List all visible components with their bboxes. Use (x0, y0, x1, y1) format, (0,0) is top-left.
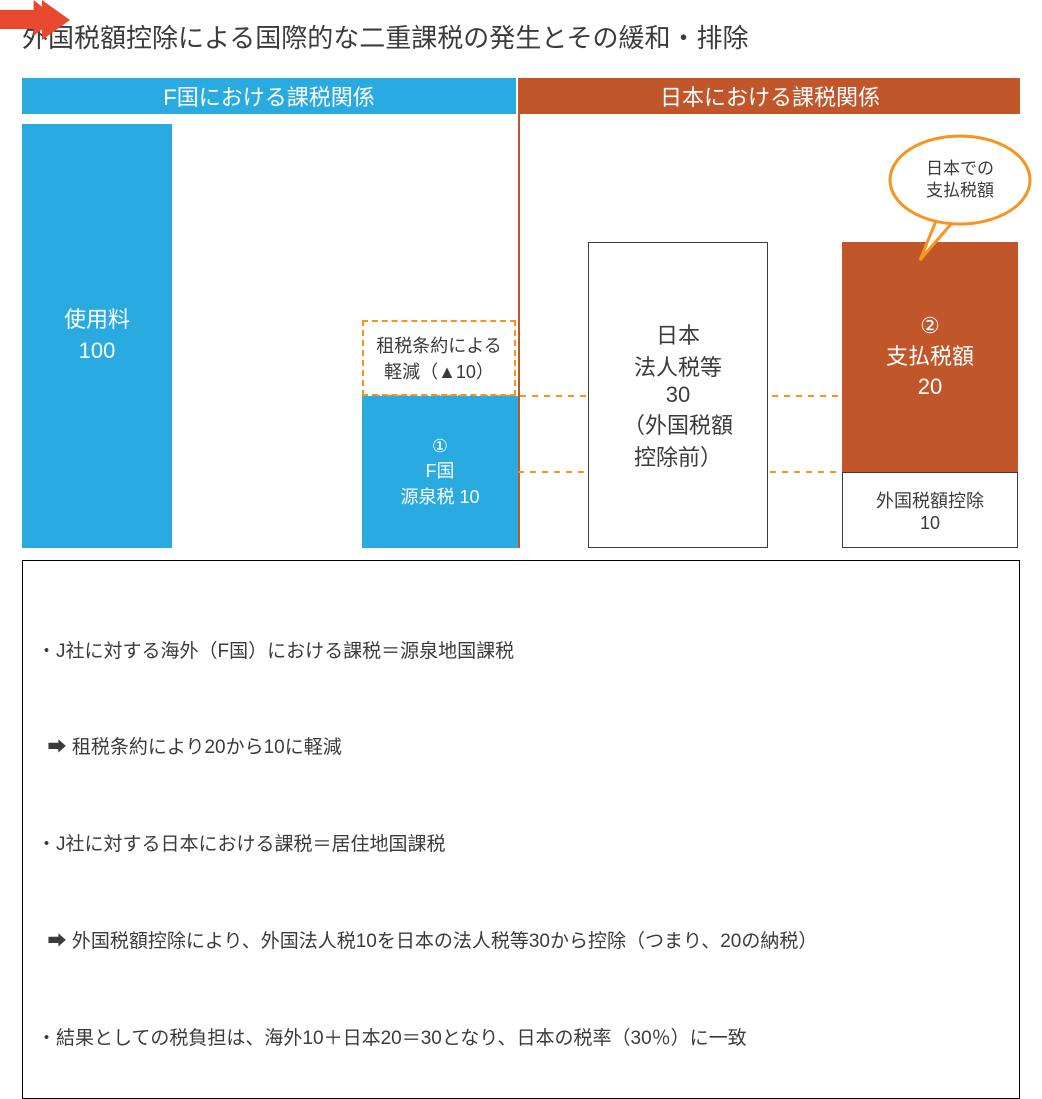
treaty-label2: 軽減（▲10） (384, 358, 494, 384)
bar-royalty-label1: 使用料 (64, 305, 130, 336)
bar-ftc: 外国税額控除 10 (842, 472, 1018, 548)
arrow-2 (0, 0, 56, 36)
jp-payable-circled: ② (920, 311, 940, 342)
jp-corptax-l5: 控除前） (634, 440, 722, 472)
balloon-ellipse (890, 136, 1030, 224)
bar-treaty-reduction: 租税条約による 軽減（▲10） (362, 320, 516, 396)
notes-line-3: ➡ 外国税額控除により、外国法人税10を日本の法人税等30から控除（つまり、20… (37, 926, 1005, 958)
bar-royalty-label2: 100 (79, 336, 116, 367)
f-withholding-label1: F国 (426, 459, 455, 484)
jp-payable-l1: 支払税額 (886, 342, 974, 373)
ftc-l2: 10 (920, 513, 940, 534)
jp-corptax-l1: 日本 (656, 318, 700, 350)
jp-corptax-l3: 30 (666, 382, 690, 408)
f-withholding-circled: ① (432, 434, 448, 459)
balloon-line2: 支払税額 (926, 181, 994, 200)
jp-corptax-l2: 法人税等 (634, 350, 722, 382)
notes-line-2: ・J社に対する日本における課税＝居住地国課税 (37, 829, 1005, 861)
ftc-l1: 外国税額控除 (876, 487, 984, 513)
bar-f-withholding: ① F国 源泉税 10 (362, 396, 518, 548)
jp-payable-l2: 20 (918, 372, 942, 403)
notes-line-1: ➡ 租税条約により20から10に軽減 (37, 732, 1005, 764)
bar-royalty: 使用料 100 (22, 124, 172, 548)
page-title: 外国税額控除による国際的な二重課税の発生とその緩和・排除 (22, 18, 748, 55)
header-right: 日本における課税関係 (520, 78, 1020, 114)
balloon-line1: 日本での (926, 159, 994, 178)
center-divider (518, 78, 520, 548)
notes-line-0: ・J社に対する海外（F国）における課税＝源泉地国課税 (37, 636, 1005, 668)
bar-jp-corptax: 日本 法人税等 30 （外国税額 控除前） (588, 242, 768, 548)
notes-box: ・J社に対する海外（F国）における課税＝源泉地国課税 ➡ 租税条約により20から… (22, 560, 1020, 1099)
treaty-label1: 租税条約による (376, 332, 501, 358)
f-withholding-label2: 源泉税 10 (400, 485, 479, 510)
arrow-2-shape (0, 0, 56, 36)
notes-line-4: ・結果としての税負担は、海外10＋日本20＝30となり、日本の税率（30％）に一… (37, 1023, 1005, 1055)
bar-jp-payable: ② 支払税額 20 (842, 242, 1018, 472)
header-left: F国における課税関係 (22, 78, 516, 114)
jp-corptax-l4: （外国税額 (623, 408, 733, 440)
